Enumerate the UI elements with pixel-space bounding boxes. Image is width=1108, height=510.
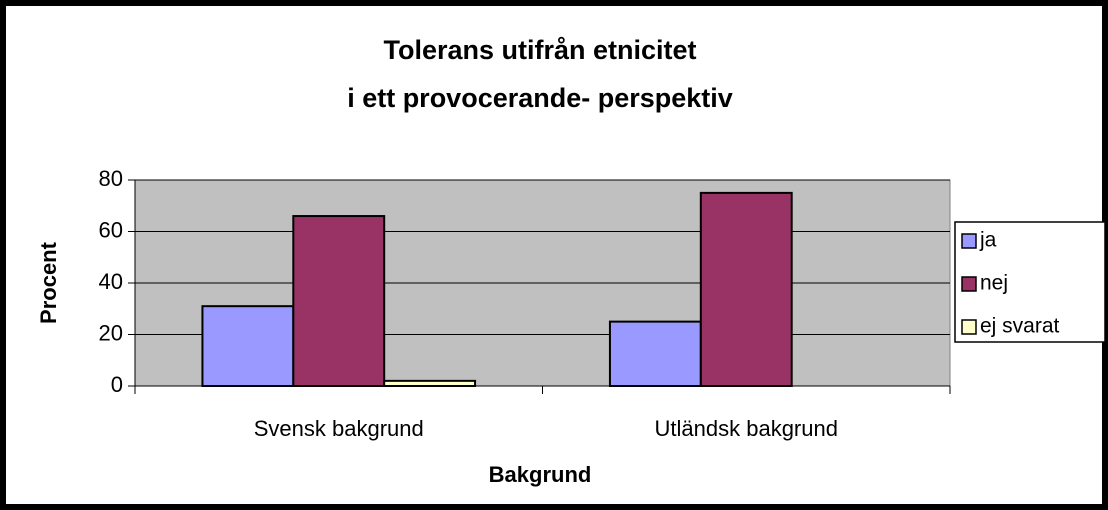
legend-label: nej [980,272,1008,295]
legend-label: ej svarat [980,315,1060,338]
y-tick-label: 0 [111,372,123,397]
x-tick-label: Utländsk bakgrund [655,416,838,441]
chart-title: Tolerans utifrån etnicitet [383,35,696,65]
y-tick-label: 40 [99,269,123,294]
legend-swatch [961,319,977,335]
bar [383,379,477,388]
bar [201,305,295,387]
legend-swatch [961,233,977,249]
x-tick-label: Svensk bakgrund [254,416,424,441]
legend-box [954,221,1106,343]
legend-swatch [961,276,977,292]
legend-label: ja [979,229,997,252]
bar [608,320,702,387]
x-axis-label: Bakgrund [489,462,592,487]
bar [699,191,793,387]
chart-title: i ett provocerande- perspektiv [347,83,733,113]
y-tick-label: 20 [99,320,123,345]
y-axis-label: Procent [36,241,61,324]
bar [292,215,386,387]
y-tick-label: 80 [99,166,123,191]
y-tick-label: 60 [99,217,123,242]
